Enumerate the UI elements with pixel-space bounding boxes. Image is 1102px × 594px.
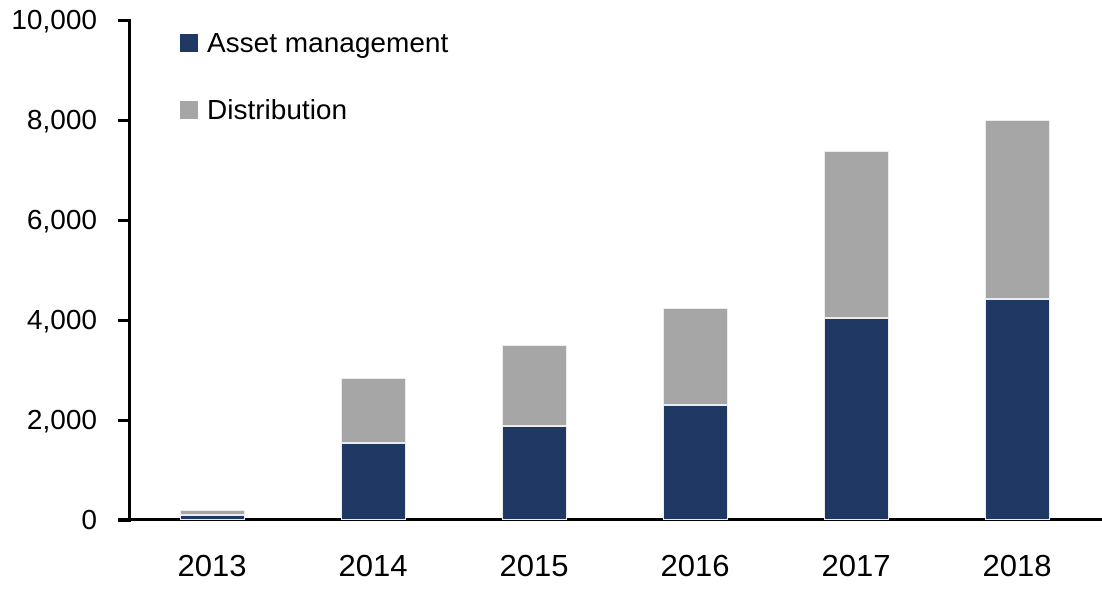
y-tick-8-000 <box>118 119 131 122</box>
bar-2014-distribution-segment <box>340 377 406 443</box>
x-axis-label-2016: 2016 <box>660 548 730 583</box>
legend-item-distribution: Distribution <box>180 96 347 124</box>
y-tick-label-6-000: 6,000 <box>26 204 97 235</box>
y-tick-label-0: 0 <box>81 504 97 535</box>
bar-2013-distribution-segment <box>179 510 245 515</box>
bar-2016-distribution-segment <box>662 307 728 405</box>
legend-item-asset-management: Asset management <box>180 29 448 57</box>
y-tick-label-4-000: 4,000 <box>26 304 97 335</box>
bar-2017-distribution-segment <box>823 151 889 318</box>
legend-label-distribution: Distribution <box>207 94 348 125</box>
y-tick-label-10-000: 10,000 <box>11 4 97 35</box>
x-axis-label-2017: 2017 <box>821 548 891 583</box>
legend-swatch-distribution-icon <box>180 101 198 119</box>
y-tick-4-000 <box>118 319 131 322</box>
x-axis-label-2014: 2014 <box>338 548 408 583</box>
bar-2015-distribution-segment <box>501 345 567 426</box>
bar-2017-asset-management-segment <box>823 317 889 520</box>
bar-2018-distribution-segment <box>984 120 1050 299</box>
x-axis-label-2018: 2018 <box>982 548 1052 583</box>
y-tick-0 <box>118 519 131 522</box>
bar-2016-asset-management-segment <box>662 405 728 520</box>
legend-swatch-asset-management-icon <box>180 34 198 52</box>
legend-label-asset-management: Asset management <box>207 27 449 58</box>
y-tick-label-8-000: 8,000 <box>26 104 97 135</box>
y-tick-2-000 <box>118 419 131 422</box>
bar-2018-asset-management-segment <box>984 299 1050 520</box>
y-tick-label-2-000: 2,000 <box>26 404 97 435</box>
x-axis-label-2015: 2015 <box>499 548 569 583</box>
y-axis-line <box>128 20 131 521</box>
x-axis-label-2013: 2013 <box>177 548 247 583</box>
bar-2015-asset-management-segment <box>501 426 567 520</box>
x-axis-line <box>118 518 1102 521</box>
y-tick-10-000 <box>118 19 131 22</box>
bar-2014-asset-management-segment <box>340 442 406 520</box>
bar-2013-asset-management-segment <box>179 515 245 520</box>
y-tick-6-000 <box>118 219 131 222</box>
